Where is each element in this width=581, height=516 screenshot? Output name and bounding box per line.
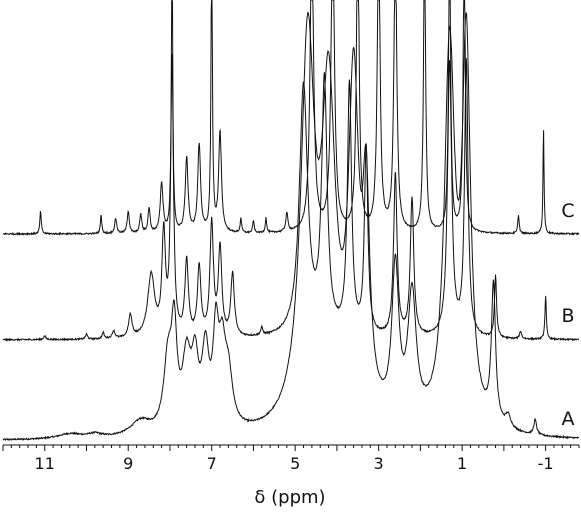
x-tick-label: -1 xyxy=(538,454,554,473)
spectrum-trace-a xyxy=(2,11,579,442)
x-axis-label: δ (ppm) xyxy=(254,487,325,508)
spectrum-trace-b xyxy=(2,53,580,342)
series-label-b: B xyxy=(561,305,574,327)
x-tick-label: 11 xyxy=(35,454,55,473)
spectrum-trace-c xyxy=(2,0,580,237)
x-tick-label: 3 xyxy=(374,454,384,473)
spectrum-traces xyxy=(2,0,580,442)
series-label-a: A xyxy=(562,408,575,430)
x-tick-label: 5 xyxy=(290,454,300,473)
x-axis: 11 9 7 5 3 1 -1 xyxy=(2,444,580,473)
x-tick-label: 7 xyxy=(207,454,217,473)
series-label-c: C xyxy=(561,200,574,222)
x-tick-label: 9 xyxy=(123,454,133,473)
x-tick-label: 1 xyxy=(457,454,467,473)
series-labels: A B C xyxy=(561,200,574,430)
